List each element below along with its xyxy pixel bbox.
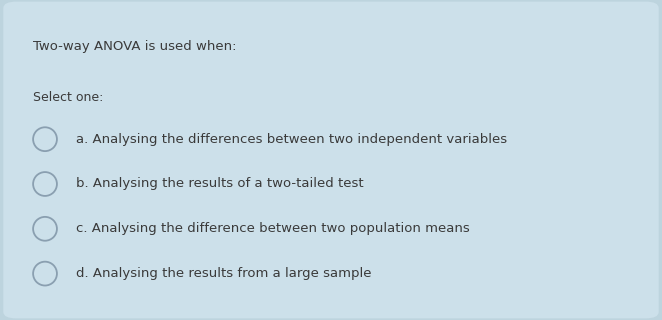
Text: b. Analysing the results of a two-tailed test: b. Analysing the results of a two-tailed… [76,178,363,190]
Text: c. Analysing the difference between two population means: c. Analysing the difference between two … [76,222,470,235]
FancyBboxPatch shape [3,2,659,318]
Text: a. Analysing the differences between two independent variables: a. Analysing the differences between two… [76,133,507,146]
Text: d. Analysing the results from a large sample: d. Analysing the results from a large sa… [76,267,371,280]
Text: Two-way ANOVA is used when:: Two-way ANOVA is used when: [33,40,236,53]
Text: Select one:: Select one: [33,91,103,104]
